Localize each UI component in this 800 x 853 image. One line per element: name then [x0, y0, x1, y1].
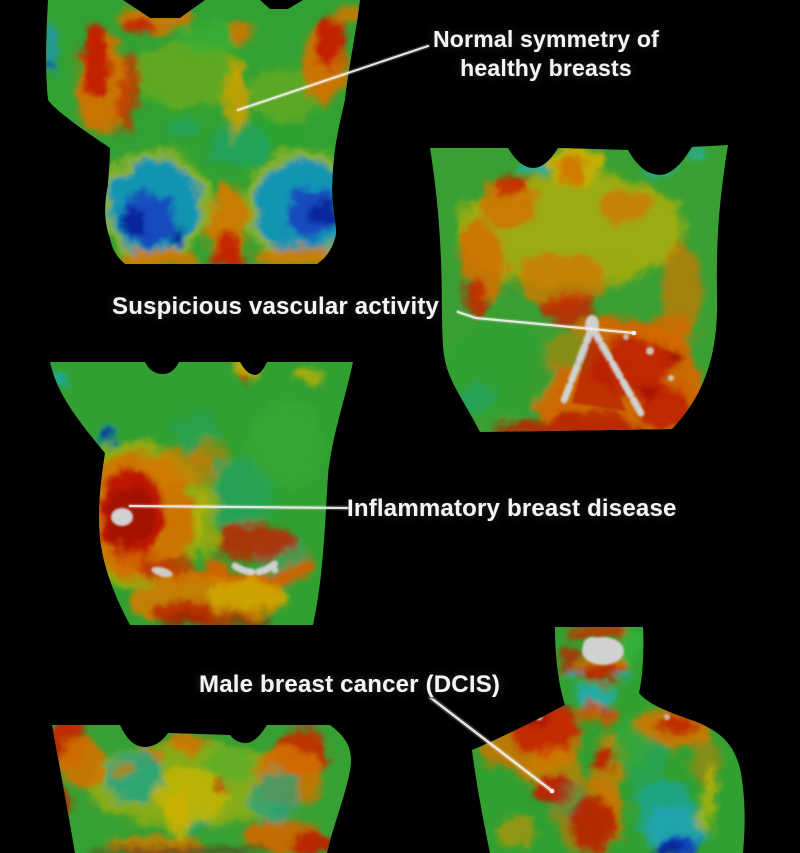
label-normal-symmetry: Normal symmetry of healthy breasts: [396, 25, 696, 83]
thermogram-partial-torso: [30, 725, 360, 853]
label-normal-symmetry-line2: healthy breasts: [460, 55, 632, 81]
label-suspicious-vascular: Suspicious vascular activity: [112, 293, 440, 320]
thermogram-inflammatory-breast: [45, 355, 365, 628]
label-normal-symmetry-line1: Normal symmetry of: [432, 26, 659, 52]
thermogram-healthy-breasts: [30, 0, 365, 268]
label-inflammatory-disease: Inflammatory breast disease: [347, 495, 677, 522]
thermogram-male-dcis: [465, 625, 765, 853]
thermogram-suspicious-vascular: [420, 145, 728, 435]
label-male-breast-cancer: Male breast cancer (DCIS): [199, 671, 501, 698]
